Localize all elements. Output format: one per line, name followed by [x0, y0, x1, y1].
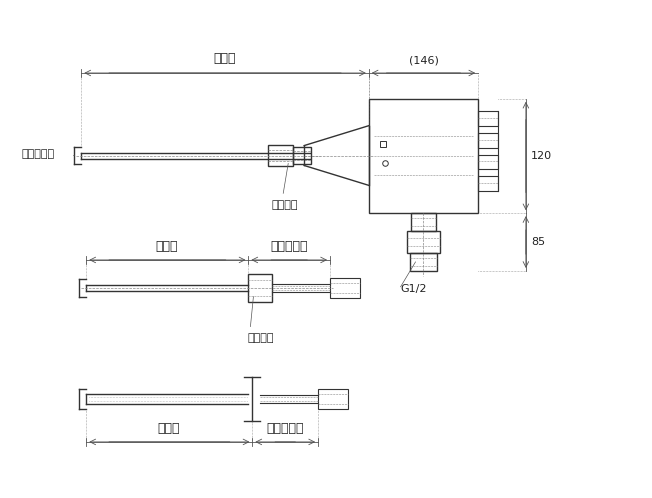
Text: 取付金具: 取付金具: [247, 333, 274, 343]
Text: 挿入長: 挿入長: [158, 422, 180, 435]
Text: G1/2: G1/2: [400, 284, 427, 294]
Text: (146): (146): [409, 55, 438, 65]
Bar: [478, 111, 498, 125]
Bar: [330, 278, 360, 298]
Text: 取付金具: 取付金具: [272, 200, 299, 210]
Bar: [478, 176, 498, 191]
Bar: [269, 144, 293, 166]
Bar: [318, 389, 348, 409]
Bar: [248, 274, 273, 302]
Bar: [407, 231, 440, 253]
Bar: [478, 132, 498, 147]
Text: シース外径: シース外径: [22, 148, 55, 158]
Bar: [411, 213, 436, 231]
Bar: [369, 99, 478, 213]
Bar: [293, 146, 311, 164]
Text: 挿入長: 挿入長: [213, 52, 236, 65]
Bar: [409, 253, 437, 271]
Text: ニップル長: ニップル長: [271, 240, 308, 253]
Text: 85: 85: [531, 237, 545, 247]
Text: ニップル長: ニップル長: [267, 422, 304, 435]
Bar: [478, 154, 498, 169]
Text: 挿入長: 挿入長: [156, 240, 178, 253]
Text: 120: 120: [531, 150, 552, 160]
